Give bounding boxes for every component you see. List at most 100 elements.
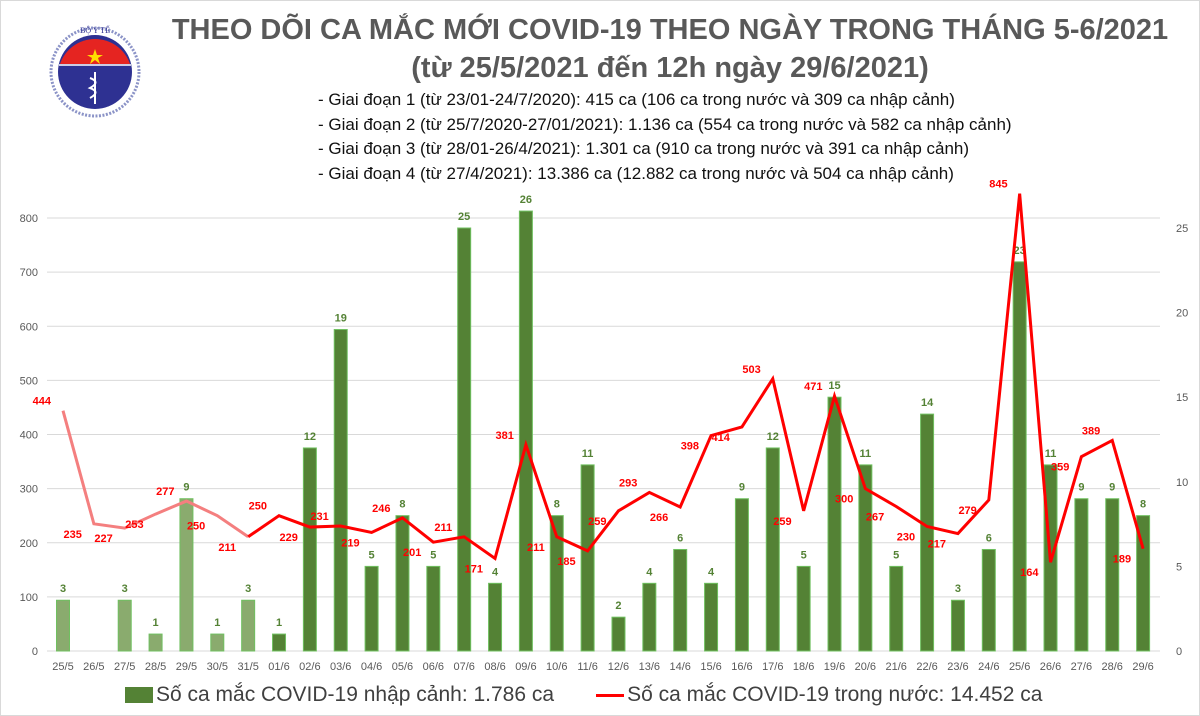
right-axis-tick: 10	[1176, 477, 1188, 489]
bar-data-label: 12	[767, 431, 779, 443]
bar-data-label: 5	[893, 549, 899, 561]
x-axis-tick: 08/6	[484, 661, 505, 673]
bar-data-label: 5	[430, 549, 436, 561]
bar	[56, 599, 70, 652]
bar-data-label: 5	[801, 549, 807, 561]
line-data-label: 398	[681, 441, 699, 453]
bar-data-label: 26	[520, 194, 532, 206]
legend-label-domestic: Số ca mắc COVID-19 trong nước: 14.452 ca	[627, 683, 1043, 706]
line-data-label: 246	[372, 503, 390, 515]
bar	[1136, 515, 1151, 652]
legend-item-imported: Số ca mắc COVID-19 nhập cảnh: 1.786 ca	[125, 683, 554, 707]
line-data-label: 231	[310, 511, 328, 523]
bar-data-label: 3	[245, 583, 251, 595]
x-axis-tick: 28/5	[145, 661, 166, 673]
x-axis-tick: 26/5	[83, 661, 104, 673]
line-data-label: 229	[280, 532, 298, 544]
line-data-label: 266	[650, 512, 668, 524]
bar-data-label: 4	[646, 566, 653, 578]
bar-data-label: 6	[677, 532, 683, 544]
line-data-label: 253	[125, 519, 143, 531]
chart-title: THEO DÕI CA MẮC MỚI COVID-19 THEO NGÀY T…	[171, 14, 1169, 46]
line-data-label: 845	[989, 179, 1007, 191]
domestic-line-faded	[61, 410, 250, 539]
legend-bar-swatch	[125, 687, 153, 703]
bar	[796, 565, 811, 652]
line-data-label: 227	[94, 533, 112, 545]
bar	[1074, 498, 1089, 652]
line-data-label: 471	[804, 381, 822, 393]
bar-data-label: 19	[335, 313, 347, 325]
left-axis-tick: 100	[20, 592, 38, 604]
bar-data-label: 25	[458, 211, 470, 223]
x-axis-tick: 12/6	[608, 661, 629, 673]
bar-data-label: 2	[615, 600, 621, 612]
x-axis-tick: 31/5	[237, 661, 258, 673]
x-axis-tick: 25/5	[52, 661, 73, 673]
bar-data-label: 6	[986, 532, 992, 544]
bar	[704, 582, 719, 652]
x-axis-tick: 30/5	[207, 661, 228, 673]
line-data-label: 235	[64, 529, 82, 541]
bar	[272, 633, 287, 652]
bar-data-label: 4	[708, 566, 715, 578]
line-data-label: 185	[557, 556, 575, 568]
bar	[673, 548, 688, 652]
left-axis-tick: 800	[20, 213, 38, 225]
line-data-label: 277	[156, 486, 174, 498]
bar	[765, 447, 780, 652]
bar	[210, 633, 225, 652]
bar-data-label: 3	[60, 583, 66, 595]
bar	[549, 515, 564, 652]
legend: Số ca mắc COVID-19 nhập cảnh: 1.786 ca S…	[125, 683, 1042, 707]
x-axis-tick: 18/6	[793, 661, 814, 673]
line-data-label: 381	[496, 430, 514, 442]
line-data-label: 211	[434, 522, 452, 534]
x-axis-tick: 07/6	[453, 661, 474, 673]
line-data-label: 201	[403, 547, 421, 559]
x-axis-tick: 01/6	[268, 661, 289, 673]
line-data-label: 171	[465, 563, 483, 575]
bar-data-label: 11	[860, 448, 872, 460]
x-axis-tick: 27/5	[114, 661, 135, 673]
bar	[889, 565, 904, 652]
x-axis-tick: 22/6	[916, 661, 937, 673]
legend-line-swatch	[596, 693, 625, 697]
line-data-label: 189	[1113, 554, 1131, 566]
left-axis-tick: 500	[20, 375, 38, 387]
bar	[364, 565, 379, 652]
phase-4: - Giai đoạn 4 (từ 27/4/2021): 13.386 ca …	[318, 163, 954, 183]
bar-data-label: 4	[492, 566, 499, 578]
x-axis-tick: 17/6	[762, 661, 783, 673]
left-axis-tick: 700	[20, 267, 38, 279]
x-axis-tick: 04/6	[361, 661, 382, 673]
line-data-label: 250	[249, 501, 267, 513]
line-data-label: 259	[588, 516, 606, 528]
bar-data-label: 1	[214, 617, 220, 629]
bar-data-label: 15	[828, 380, 840, 392]
left-axis-tick: 300	[20, 484, 38, 496]
x-axis-tick: 06/6	[423, 661, 444, 673]
ministry-of-health-logo: BỘ Y TẾ	[49, 25, 141, 118]
line-data-label: 211	[218, 542, 236, 554]
line-data-label: 164	[1020, 567, 1039, 579]
bar	[457, 227, 472, 652]
bar-data-label: 9	[183, 482, 189, 494]
x-axis-tick: 13/6	[639, 661, 660, 673]
line-data-label: 211	[527, 542, 545, 554]
line-data-label: 414	[712, 432, 731, 444]
bar	[333, 329, 348, 652]
bar	[827, 396, 842, 652]
bar	[611, 616, 626, 652]
bar-data-label: 11	[582, 448, 594, 460]
bar	[518, 210, 533, 652]
bar	[179, 498, 194, 652]
bar-data-label: 11	[1045, 448, 1057, 460]
line-data-label: 389	[1082, 425, 1100, 437]
bar	[642, 582, 657, 652]
bar-data-label: 8	[554, 499, 560, 511]
x-axis-tick: 27/6	[1071, 661, 1092, 673]
line-data-label: 219	[341, 537, 359, 549]
svg-text:BỘ Y TẾ: BỘ Y TẾ	[80, 25, 110, 35]
x-axis-tick: 20/6	[855, 661, 876, 673]
